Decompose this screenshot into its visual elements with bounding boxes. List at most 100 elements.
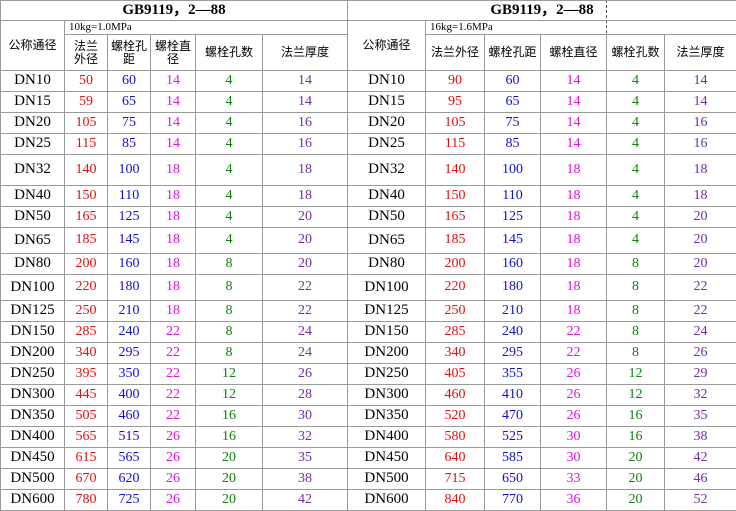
nominal-size: DN125 (348, 301, 426, 322)
value-cell: 200 (426, 254, 485, 275)
pressure-label: 16kg=1.6MPa (426, 21, 736, 35)
value-cell: 250 (65, 301, 108, 322)
value-cell: 20 (665, 228, 736, 254)
header-cell: 螺栓直 径 (151, 35, 196, 71)
nominal-size: DN450 (348, 448, 426, 469)
value-cell: 26 (151, 427, 196, 448)
nominal-size: DN600 (348, 490, 426, 511)
value-cell: 140 (65, 155, 108, 186)
value-cell: 565 (65, 427, 108, 448)
header-cell: 法兰 外径 (65, 35, 108, 71)
value-cell: 20 (263, 207, 348, 228)
value-cell: 38 (665, 427, 736, 448)
value-cell: 32 (263, 427, 348, 448)
nominal-size: DN350 (348, 406, 426, 427)
value-cell: 22 (151, 406, 196, 427)
value-cell: 8 (196, 343, 263, 364)
value-cell: 400 (108, 385, 151, 406)
value-cell: 650 (485, 469, 541, 490)
nominal-size: DN15 (348, 92, 426, 113)
value-cell: 180 (485, 275, 541, 301)
value-cell: 75 (485, 113, 541, 134)
value-cell: 4 (607, 186, 665, 207)
value-cell: 4 (607, 71, 665, 92)
value-cell: 185 (65, 228, 108, 254)
value-cell: 18 (151, 275, 196, 301)
value-cell: 18 (541, 155, 607, 186)
value-cell: 12 (607, 385, 665, 406)
value-cell: 185 (426, 228, 485, 254)
value-cell: 240 (485, 322, 541, 343)
value-cell: 24 (665, 322, 736, 343)
value-cell: 22 (151, 364, 196, 385)
value-cell: 14 (151, 71, 196, 92)
value-cell: 340 (426, 343, 485, 364)
nominal-size: DN400 (348, 427, 426, 448)
value-cell: 4 (196, 134, 263, 155)
value-cell: 165 (65, 207, 108, 228)
value-cell: 115 (65, 134, 108, 155)
value-cell: 4 (196, 92, 263, 113)
title-row: GB9119，2—88 (348, 1, 736, 21)
value-cell: 14 (541, 92, 607, 113)
value-cell: 8 (196, 275, 263, 301)
value-cell: 22 (665, 301, 736, 322)
value-cell: 150 (426, 186, 485, 207)
value-cell: 35 (263, 448, 348, 469)
nominal-size: DN25 (1, 134, 65, 155)
value-cell: 42 (263, 490, 348, 511)
value-cell: 22 (151, 385, 196, 406)
value-cell: 220 (65, 275, 108, 301)
nominal-size: DN600 (1, 490, 65, 511)
nominal-size: DN125 (1, 301, 65, 322)
nominal-size: DN65 (348, 228, 426, 254)
value-cell: 250 (426, 301, 485, 322)
value-cell: 445 (65, 385, 108, 406)
value-cell: 4 (607, 228, 665, 254)
header-cell: 法兰厚度 (263, 35, 348, 71)
value-cell: 145 (108, 228, 151, 254)
nominal-size: DN50 (348, 207, 426, 228)
nominal-size: DN150 (1, 322, 65, 343)
value-cell: 4 (196, 71, 263, 92)
value-cell: 20 (607, 490, 665, 511)
value-cell: 240 (108, 322, 151, 343)
value-cell: 16 (607, 427, 665, 448)
value-cell: 140 (426, 155, 485, 186)
nominal-size: DN350 (1, 406, 65, 427)
value-cell: 4 (196, 207, 263, 228)
header-cell: 法兰厚度 (665, 35, 736, 71)
nominal-size: DN25 (348, 134, 426, 155)
value-cell: 26 (541, 406, 607, 427)
value-cell: 16 (263, 113, 348, 134)
value-cell: 18 (541, 186, 607, 207)
value-cell: 20 (196, 469, 263, 490)
value-cell: 125 (485, 207, 541, 228)
value-cell: 715 (426, 469, 485, 490)
value-cell: 105 (426, 113, 485, 134)
value-cell: 18 (151, 155, 196, 186)
value-cell: 59 (65, 92, 108, 113)
nominal-size: DN500 (1, 469, 65, 490)
value-cell: 770 (485, 490, 541, 511)
value-cell: 16 (196, 406, 263, 427)
value-cell: 18 (541, 207, 607, 228)
header-cell: 公称通径 (348, 21, 426, 71)
value-cell: 35 (665, 406, 736, 427)
nominal-size: DN80 (348, 254, 426, 275)
value-cell: 14 (665, 71, 736, 92)
header-cell: 螺栓孔数 (607, 35, 665, 71)
value-cell: 295 (485, 343, 541, 364)
value-cell: 725 (108, 490, 151, 511)
value-cell: 24 (263, 343, 348, 364)
